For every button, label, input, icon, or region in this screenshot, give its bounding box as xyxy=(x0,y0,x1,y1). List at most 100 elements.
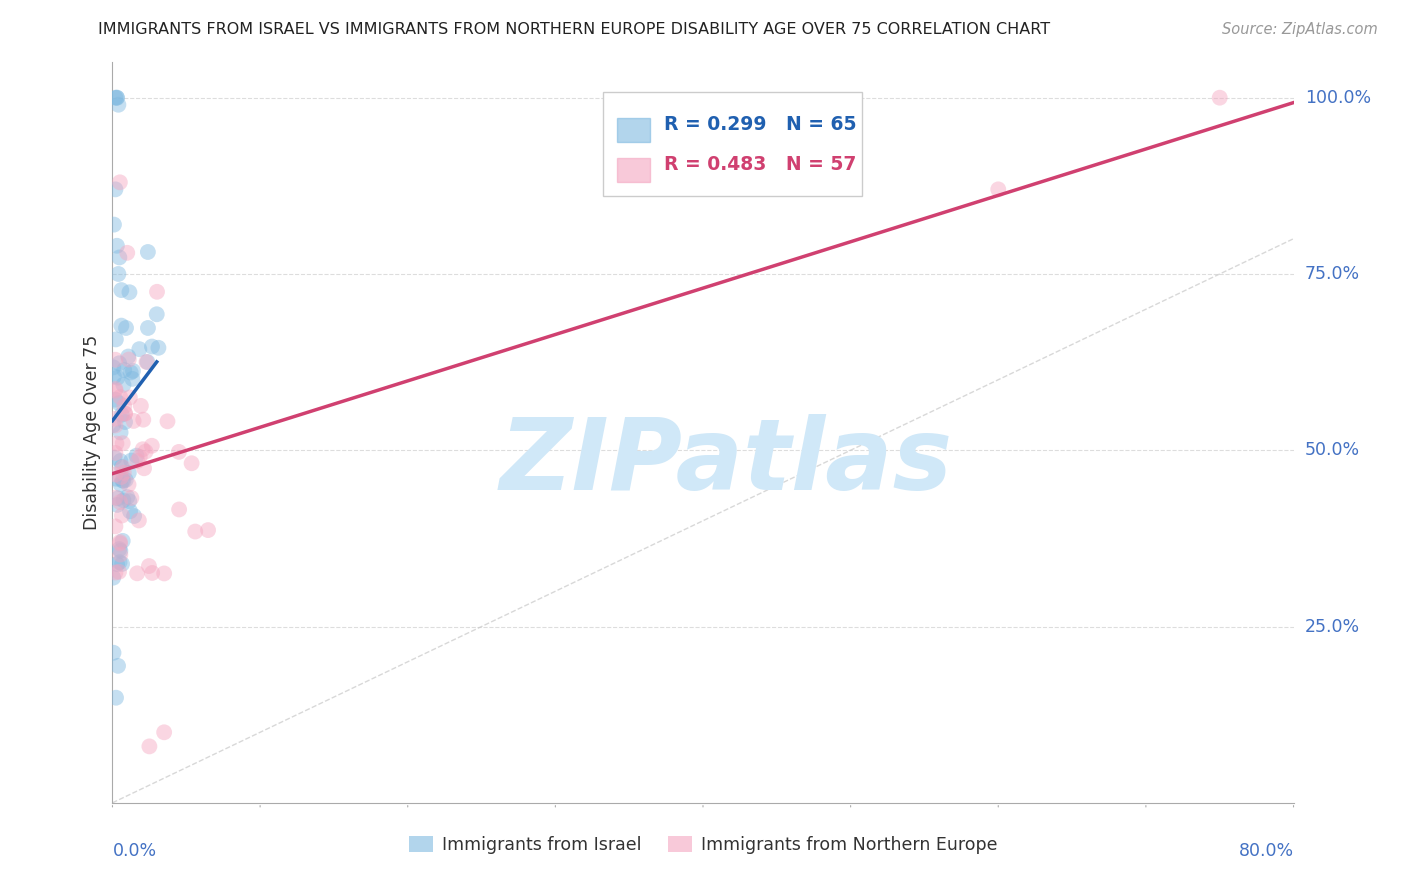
Point xyxy=(104,450,127,465)
Point xyxy=(167,445,190,459)
Text: 75.0%: 75.0% xyxy=(1305,265,1360,283)
Point xyxy=(136,321,159,335)
Point xyxy=(138,739,160,754)
Point xyxy=(153,725,176,739)
Point xyxy=(122,508,145,523)
Point xyxy=(117,490,139,504)
Point xyxy=(104,352,127,367)
Point xyxy=(103,417,125,432)
Point xyxy=(108,542,131,557)
Point xyxy=(122,364,145,378)
Point xyxy=(127,566,149,581)
Point xyxy=(141,566,163,580)
Point xyxy=(105,690,128,705)
Point xyxy=(1208,91,1232,105)
Point xyxy=(987,182,1010,196)
Point xyxy=(104,382,127,396)
Point xyxy=(107,97,129,112)
Point xyxy=(120,366,142,380)
Point xyxy=(135,444,157,458)
Point xyxy=(108,175,131,189)
Point xyxy=(114,407,136,421)
Point xyxy=(104,392,127,407)
Point xyxy=(156,414,179,428)
Point xyxy=(118,285,141,300)
Point xyxy=(111,460,134,475)
Point xyxy=(107,658,129,673)
Point xyxy=(104,332,127,346)
Point xyxy=(105,91,128,105)
Point xyxy=(120,453,142,467)
Point xyxy=(114,473,136,487)
Point xyxy=(129,399,152,413)
Point xyxy=(107,370,129,384)
Point xyxy=(110,318,132,333)
Point xyxy=(104,519,127,533)
Point xyxy=(180,456,202,470)
Point xyxy=(104,491,127,505)
Point xyxy=(105,91,128,105)
Point xyxy=(104,566,127,580)
Point xyxy=(153,566,176,581)
Point xyxy=(184,524,207,539)
Point xyxy=(110,544,132,558)
FancyBboxPatch shape xyxy=(617,158,650,182)
Point xyxy=(135,355,157,369)
Point xyxy=(107,267,129,281)
Point xyxy=(108,356,131,370)
Point xyxy=(122,414,145,428)
Point xyxy=(128,513,150,527)
Point xyxy=(108,396,131,410)
Point xyxy=(104,182,127,196)
Point xyxy=(111,533,134,548)
Point xyxy=(111,557,134,571)
Point xyxy=(110,477,132,491)
Point xyxy=(104,467,127,482)
Point xyxy=(132,412,155,426)
Legend: Immigrants from Israel, Immigrants from Northern Europe: Immigrants from Israel, Immigrants from … xyxy=(402,829,1004,861)
Text: R = 0.299   N = 65: R = 0.299 N = 65 xyxy=(664,115,856,134)
Point xyxy=(136,244,159,259)
FancyBboxPatch shape xyxy=(617,118,650,143)
Point xyxy=(104,446,127,460)
Point xyxy=(141,340,163,354)
Point xyxy=(110,390,132,404)
Point xyxy=(118,494,141,508)
Text: 100.0%: 100.0% xyxy=(1305,88,1371,107)
Text: ZIPatlas: ZIPatlas xyxy=(501,414,953,511)
Point xyxy=(128,342,150,356)
Point xyxy=(118,352,141,367)
Point xyxy=(145,307,167,321)
Point xyxy=(110,454,132,468)
Point xyxy=(110,459,132,474)
Point xyxy=(111,436,134,450)
Point xyxy=(197,523,219,537)
Point xyxy=(112,493,135,508)
Point xyxy=(110,283,132,297)
Point xyxy=(148,341,170,355)
Point xyxy=(110,425,132,440)
Point xyxy=(128,450,150,464)
Point xyxy=(104,91,127,105)
Point xyxy=(104,384,127,398)
Point xyxy=(127,454,149,468)
Point xyxy=(105,472,128,486)
Point xyxy=(111,508,134,523)
Point xyxy=(111,474,134,488)
Point xyxy=(114,415,136,429)
Point xyxy=(105,239,128,253)
Point xyxy=(103,571,125,585)
Point xyxy=(146,285,169,299)
Point xyxy=(110,470,132,484)
Point xyxy=(105,557,128,571)
Point xyxy=(105,498,128,512)
Point xyxy=(112,377,135,392)
Text: Source: ZipAtlas.com: Source: ZipAtlas.com xyxy=(1222,22,1378,37)
Text: 80.0%: 80.0% xyxy=(1239,842,1294,860)
Text: 0.0%: 0.0% xyxy=(112,842,156,860)
Point xyxy=(121,372,143,386)
Point xyxy=(104,411,127,425)
Point xyxy=(107,491,129,506)
Point xyxy=(103,360,125,375)
Point xyxy=(112,399,135,413)
